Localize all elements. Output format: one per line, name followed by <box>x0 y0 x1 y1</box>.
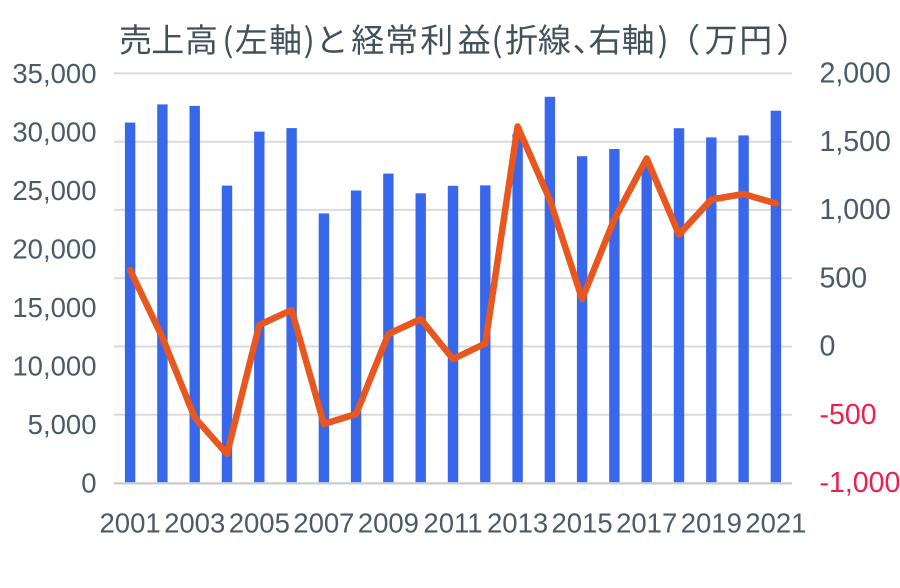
svg-text:-500: -500 <box>820 399 877 431</box>
svg-text:0: 0 <box>81 468 96 499</box>
svg-text:500: 500 <box>820 262 868 294</box>
svg-text:2005: 2005 <box>229 508 290 539</box>
svg-text:2009: 2009 <box>358 508 419 539</box>
svg-text:1,500: 1,500 <box>820 126 891 158</box>
svg-text:20,000: 20,000 <box>12 234 96 265</box>
svg-text:2003: 2003 <box>164 508 225 539</box>
svg-text:15,000: 15,000 <box>12 292 96 323</box>
svg-text:0: 0 <box>820 331 836 363</box>
svg-text:2013: 2013 <box>487 508 548 539</box>
svg-text:2019: 2019 <box>681 508 742 539</box>
svg-text:5,000: 5,000 <box>28 409 97 440</box>
svg-text:-1,000: -1,000 <box>820 467 900 499</box>
svg-text:2001: 2001 <box>100 508 161 539</box>
svg-text:2,000: 2,000 <box>820 58 891 90</box>
svg-text:2021: 2021 <box>745 508 806 539</box>
svg-text:2007: 2007 <box>293 508 354 539</box>
svg-text:2011: 2011 <box>423 508 482 539</box>
svg-text:10,000: 10,000 <box>12 351 96 382</box>
svg-text:2017: 2017 <box>616 508 677 539</box>
svg-text:25,000: 25,000 <box>12 175 96 206</box>
svg-text:30,000: 30,000 <box>12 116 96 147</box>
svg-text:35,000: 35,000 <box>12 58 96 89</box>
svg-text:1,000: 1,000 <box>820 194 891 226</box>
svg-text:2015: 2015 <box>552 508 613 539</box>
